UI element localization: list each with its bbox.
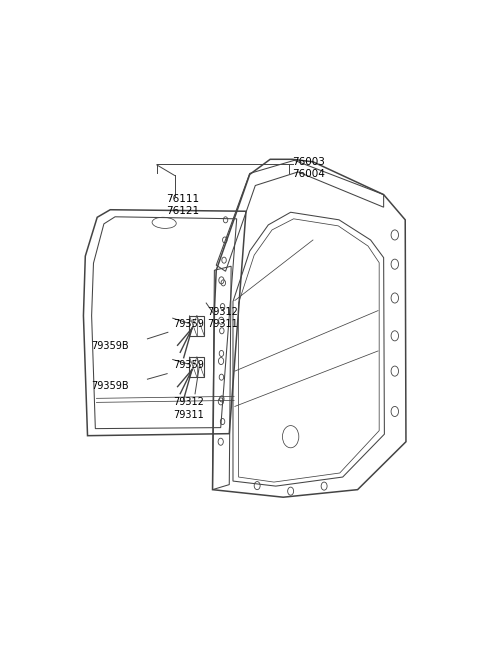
Text: 79359: 79359 xyxy=(173,319,204,329)
Text: 79312
79311: 79312 79311 xyxy=(173,398,204,420)
Text: 76003
76004: 76003 76004 xyxy=(292,157,325,179)
Text: 79312
79311: 79312 79311 xyxy=(207,307,238,329)
Text: 79359B: 79359B xyxy=(92,341,129,351)
Text: 76111
76121: 76111 76121 xyxy=(166,194,199,216)
Text: 79359B: 79359B xyxy=(92,381,129,391)
Bar xyxy=(190,357,204,377)
Bar xyxy=(190,316,204,336)
Text: 79359: 79359 xyxy=(173,360,204,369)
